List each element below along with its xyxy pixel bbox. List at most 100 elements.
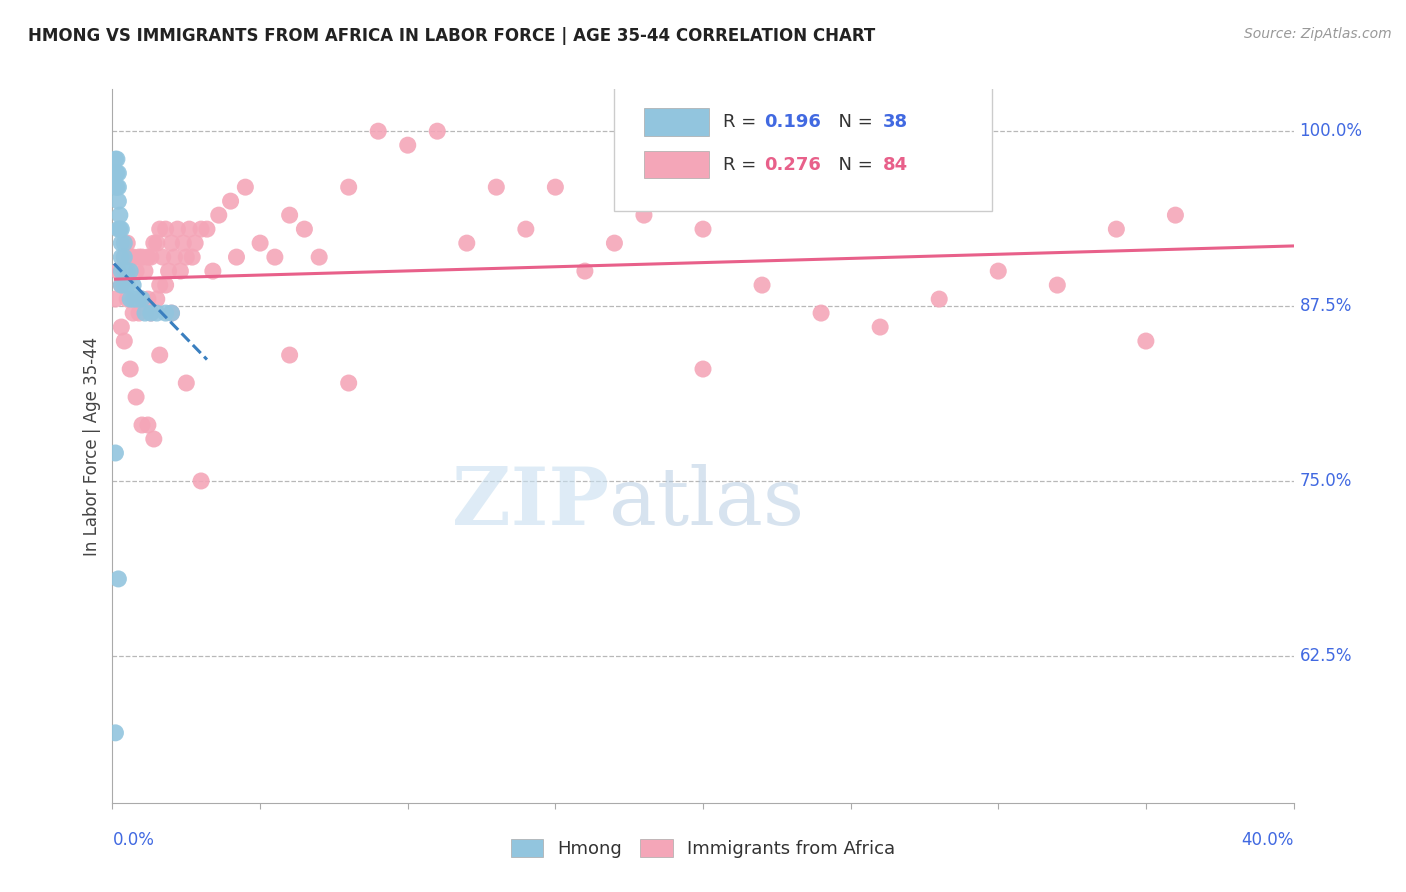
Text: N =: N = (827, 156, 879, 174)
Point (278, 208, 301, 222)
Text: Source: ZipAtlas.com: Source: ZipAtlas.com (1244, 27, 1392, 41)
Text: 62.5%: 62.5% (1299, 647, 1353, 665)
Point (692, 222, 714, 236)
Point (125, 292, 148, 306)
Point (122, 278, 145, 293)
Point (233, 180, 256, 194)
Text: 38: 38 (883, 113, 908, 131)
Point (172, 236, 194, 251)
Point (987, 264, 1010, 278)
Point (149, 348, 172, 362)
Point (201, 264, 224, 278)
Point (108, 222, 131, 236)
Point (108, 208, 131, 222)
Point (139, 250, 162, 264)
Point (110, 278, 132, 293)
Point (190, 474, 212, 488)
Point (105, 166, 128, 180)
Point (456, 236, 478, 251)
Point (117, 278, 138, 293)
Point (142, 236, 165, 251)
Point (1164, 208, 1187, 222)
Point (264, 250, 287, 264)
Point (157, 264, 180, 278)
Point (122, 250, 145, 264)
Bar (644, 152, 709, 178)
Point (136, 292, 159, 306)
Point (692, 362, 714, 376)
Point (603, 236, 626, 251)
Point (110, 222, 132, 236)
Point (219, 194, 242, 208)
Point (112, 250, 135, 264)
Point (869, 320, 891, 334)
Point (146, 236, 169, 251)
Point (125, 390, 148, 404)
Text: 0.0%: 0.0% (112, 831, 155, 849)
Point (110, 264, 132, 278)
Point (107, 166, 129, 180)
Point (134, 306, 156, 320)
Point (136, 250, 159, 264)
Text: R =: R = (723, 113, 762, 131)
Point (149, 278, 172, 293)
Point (160, 306, 183, 320)
Point (128, 250, 150, 264)
Point (337, 376, 360, 390)
Point (633, 208, 655, 222)
Point (515, 222, 537, 236)
Point (278, 348, 301, 362)
Point (190, 222, 212, 236)
Point (112, 278, 135, 293)
Point (485, 180, 508, 194)
Point (426, 124, 449, 138)
Point (163, 250, 186, 264)
Point (142, 432, 165, 446)
FancyBboxPatch shape (614, 86, 993, 211)
Legend: Hmong, Immigrants from Africa: Hmong, Immigrants from Africa (503, 831, 903, 865)
Point (367, 124, 389, 138)
Point (110, 278, 132, 293)
Point (110, 320, 132, 334)
Point (574, 264, 596, 278)
Point (160, 306, 183, 320)
Point (117, 236, 138, 251)
Point (120, 292, 142, 306)
Point (166, 222, 188, 236)
Point (112, 236, 135, 251)
Point (225, 250, 247, 264)
Point (107, 180, 129, 194)
Point (544, 180, 567, 194)
Point (308, 250, 330, 264)
Point (174, 250, 197, 264)
Text: N =: N = (827, 113, 879, 131)
Point (181, 250, 204, 264)
Point (1046, 278, 1069, 293)
Point (104, 166, 127, 180)
Point (105, 152, 128, 166)
Point (169, 264, 191, 278)
Point (337, 180, 360, 194)
Point (146, 306, 169, 320)
Text: ZIP: ZIP (451, 464, 609, 542)
Point (125, 264, 148, 278)
Point (131, 292, 153, 306)
Point (120, 362, 142, 376)
Point (208, 208, 231, 222)
Point (152, 250, 174, 264)
Point (1105, 222, 1128, 236)
Point (149, 222, 172, 236)
Point (104, 446, 127, 460)
Point (131, 292, 153, 306)
Point (122, 292, 145, 306)
Point (128, 306, 150, 320)
Point (120, 250, 142, 264)
Point (139, 306, 162, 320)
Point (112, 264, 135, 278)
Text: 0.276: 0.276 (765, 156, 821, 174)
Point (139, 306, 162, 320)
Point (107, 264, 129, 278)
Point (112, 334, 135, 348)
Point (107, 572, 129, 586)
Point (810, 306, 832, 320)
